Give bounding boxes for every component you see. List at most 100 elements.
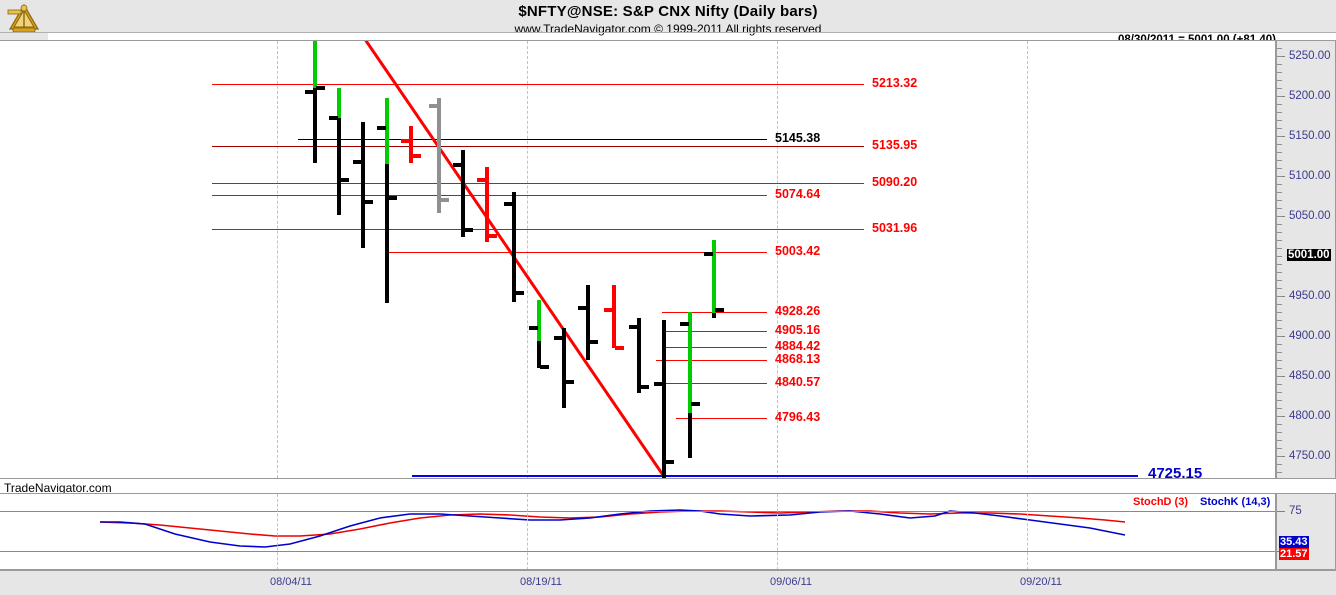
bar-close-tick [565, 380, 574, 384]
price-level-label-4868.13: 4868.13 [775, 352, 821, 367]
price-minor-tick [1277, 320, 1282, 321]
stochastic-axis[interactable]: 75 35.43 21.57 [1276, 493, 1336, 570]
price-minor-tick [1277, 224, 1282, 225]
bar-range-highlight [385, 98, 389, 164]
bar-close-tick [464, 228, 473, 232]
stoch-gridline-25 [0, 551, 1275, 552]
bar-range [512, 192, 516, 302]
date-gridline-2 [777, 41, 778, 478]
price-level-line-5090.20[interactable] [212, 182, 864, 184]
stoch-axis-label-75: 75 [1289, 505, 1302, 517]
date-label-08/19/11: 08/19/11 [519, 576, 563, 588]
price-level-line-4796.43[interactable] [676, 417, 767, 419]
bar-range-highlight [688, 312, 692, 413]
legend-stoch-k[interactable]: StochK (14,3) [1200, 496, 1271, 508]
bar-close-tick [316, 86, 325, 90]
price-level-line-5135.95[interactable] [212, 146, 864, 148]
price-axis-label-5250.00: 5250.00 [1289, 50, 1331, 62]
price-minor-tick [1277, 400, 1282, 401]
price-minor-tick [1277, 464, 1282, 465]
price-level-line-5031.96[interactable] [212, 229, 864, 231]
price-minor-tick [1277, 80, 1282, 81]
bar-range [586, 285, 590, 360]
price-level-line-4905.16[interactable] [662, 330, 767, 332]
price-minor-tick [1277, 208, 1282, 209]
price-level-label-4928.26: 4928.26 [775, 304, 821, 319]
price-axis-label-5150.00: 5150.00 [1289, 130, 1331, 142]
price-minor-tick [1277, 192, 1282, 193]
price-minor-tick [1277, 72, 1282, 73]
stoch-k-value: 35.43 [1279, 536, 1309, 548]
price-minor-tick [1277, 328, 1282, 329]
price-axis-label-5050.00: 5050.00 [1289, 210, 1331, 222]
stoch-tick-75 [1277, 511, 1285, 512]
price-minor-tick [1277, 240, 1282, 241]
bar-close-tick [589, 340, 598, 344]
price-level-line-4868.13[interactable] [656, 360, 767, 362]
price-level-line-5074.64[interactable] [212, 195, 767, 197]
price-minor-tick [1277, 160, 1282, 161]
bar-open-tick [704, 252, 713, 256]
price-minor-tick [1277, 384, 1282, 385]
price-minor-tick [1277, 368, 1282, 369]
price-minor-tick [1277, 248, 1282, 249]
price-minor-tick [1277, 256, 1282, 257]
bar-range [662, 320, 666, 478]
bar-range [313, 41, 317, 163]
price-level-line-4840.57[interactable] [656, 382, 767, 384]
bar-open-tick [680, 322, 689, 326]
price-minor-tick [1277, 360, 1282, 361]
bar-open-tick [629, 325, 638, 329]
bar-close-tick [715, 308, 724, 312]
price-level-label-4905.16: 4905.16 [775, 322, 821, 337]
price-minor-tick [1277, 56, 1282, 57]
date-gridline-3 [1027, 41, 1028, 478]
price-level-line-4725.15[interactable] [412, 474, 1138, 477]
price-level-label-5145.38: 5145.38 [775, 130, 821, 145]
bar-close-tick [340, 178, 349, 182]
date-gridline-0 [277, 41, 278, 478]
price-minor-tick [1277, 136, 1282, 137]
bar-close-tick [665, 460, 674, 464]
date-axis[interactable]: 08/04/11 08/19/11 09/06/11 09/20/11 [0, 570, 1336, 595]
watermark: TradeNavigator.com [4, 481, 112, 495]
price-minor-tick [1277, 280, 1282, 281]
price-minor-tick [1277, 376, 1282, 377]
price-level-label-4884.42: 4884.42 [775, 339, 821, 354]
legend-stoch-d[interactable]: StochD (3) [1133, 496, 1188, 508]
bar-range-highlight [537, 300, 541, 341]
price-minor-tick [1277, 232, 1282, 233]
bar-close-tick [615, 346, 624, 350]
price-minor-tick [1277, 64, 1282, 65]
bar-close-tick [488, 234, 497, 238]
price-minor-tick [1277, 128, 1282, 129]
price-minor-tick [1277, 408, 1282, 409]
bar-range-highlight [712, 240, 716, 313]
price-axis-label-5200.00: 5200.00 [1289, 90, 1331, 102]
bar-range-highlight [313, 41, 317, 88]
bar-close-tick [640, 385, 649, 389]
bar-range [612, 285, 616, 348]
price-minor-tick [1277, 168, 1282, 169]
bar-open-tick [578, 306, 587, 310]
date-label-09/06/11: 09/06/11 [769, 576, 813, 588]
bar-range [485, 167, 489, 242]
bar-range [409, 126, 413, 163]
price-chart-pane[interactable] [0, 41, 1275, 478]
price-level-line-5213.32[interactable] [212, 84, 864, 86]
price-level-line-4884.42[interactable] [662, 347, 767, 349]
price-minor-tick [1277, 152, 1282, 153]
page-title: $NFTY@NSE: S&P CNX Nifty (Daily bars) [518, 3, 818, 20]
stochastic-pane[interactable] [0, 493, 1276, 570]
price-level-line-5145.38[interactable] [298, 138, 767, 140]
bar-range-highlight [337, 88, 341, 118]
price-minor-tick [1277, 216, 1282, 217]
price-minor-tick [1277, 432, 1282, 433]
stochastic-curves [99, 509, 1126, 548]
price-axis-label-4750.00: 4750.00 [1289, 450, 1331, 462]
stoch-date-gridline-1 [527, 494, 528, 569]
price-axis-label-4800.00: 4800.00 [1289, 410, 1331, 422]
price-axis-label-4950.00: 4950.00 [1289, 290, 1331, 302]
price-axis[interactable]: 5250.00 5200.00 5150.00 5100.00 5050.00 4950.… [1276, 40, 1336, 479]
bar-range [461, 150, 465, 237]
